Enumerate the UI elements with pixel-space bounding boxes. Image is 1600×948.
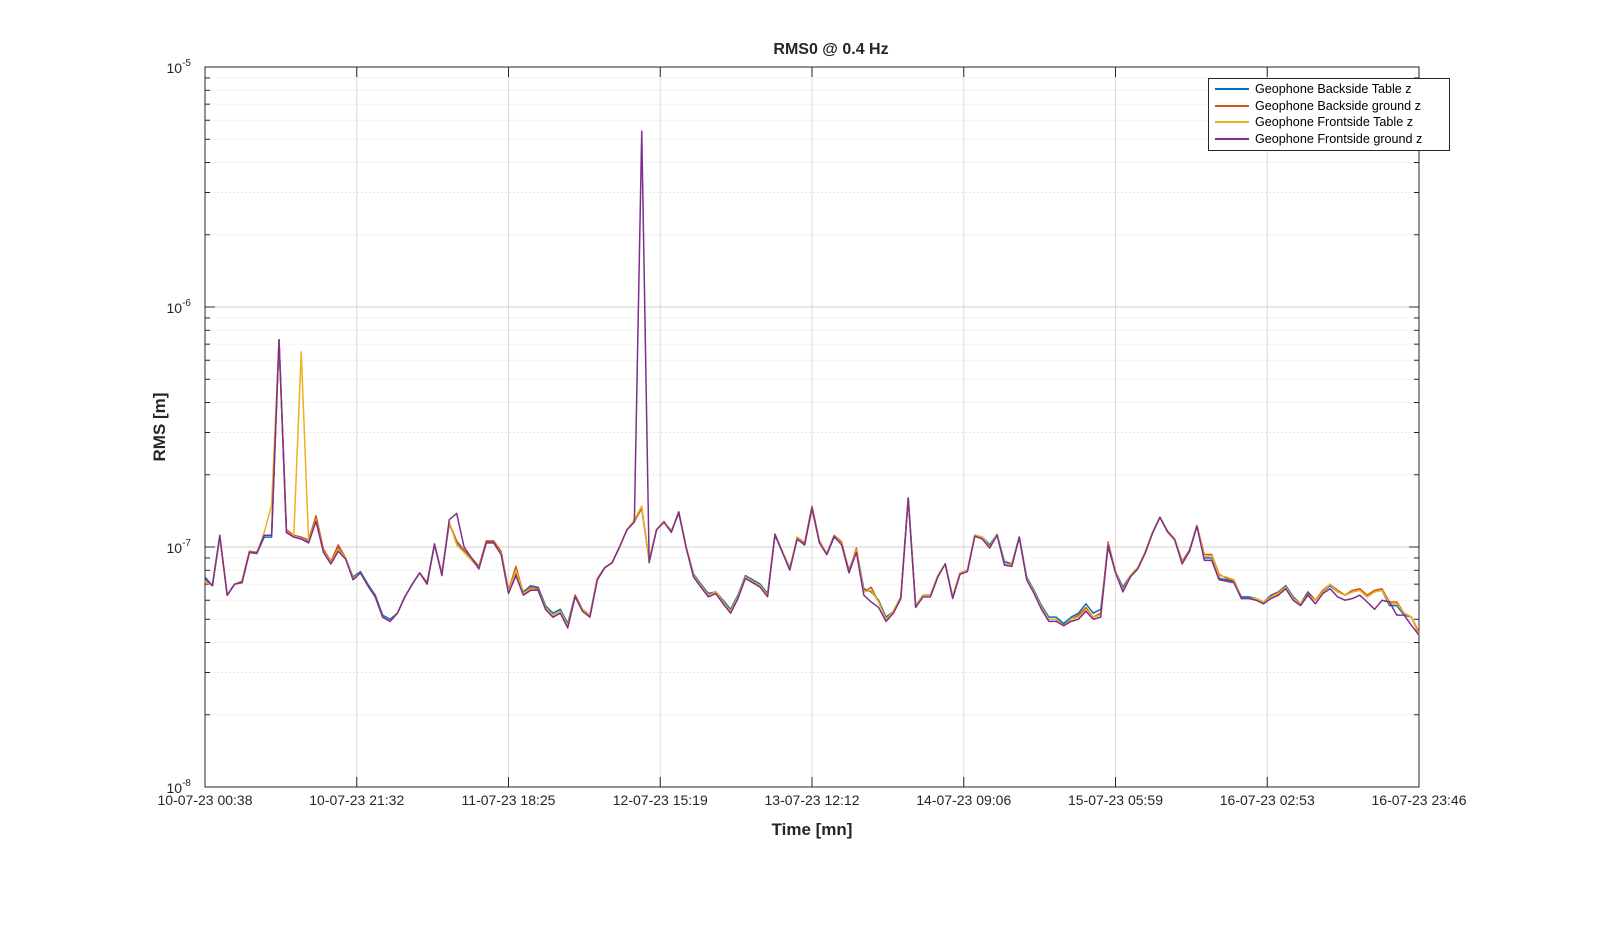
legend-item-backside-table: Geophone Backside Table z <box>1209 81 1449 98</box>
x-tick-label: 15-07-23 05:59 <box>1068 792 1163 808</box>
legend-item-frontside-ground: Geophone Frontside ground z <box>1209 131 1449 148</box>
y-tick-label: 10-7 <box>167 538 192 556</box>
y-tick-label: 10-5 <box>167 58 192 76</box>
x-tick-label: 14-07-23 09:06 <box>916 792 1011 808</box>
legend-swatch-backside-ground <box>1215 104 1249 107</box>
x-tick-label: 10-07-23 00:38 <box>158 792 253 808</box>
x-tick-label: 16-07-23 02:53 <box>1220 792 1315 808</box>
series-line-frontside-ground <box>204 130 1420 636</box>
legend-label-frontside-ground: Geophone Frontside ground z <box>1255 131 1423 146</box>
chart-legend: Geophone Backside Table z Geophone Backs… <box>1208 78 1450 151</box>
legend-swatch-frontside-ground <box>1215 137 1249 140</box>
x-axis-label: Time [mn] <box>771 820 853 839</box>
y-axis-label: RMS [m] <box>150 392 169 462</box>
legend-item-backside-ground: Geophone Backside ground z <box>1209 98 1449 115</box>
x-tick-label: 11-07-23 18:25 <box>462 792 556 808</box>
legend-swatch-frontside-table <box>1215 121 1249 124</box>
x-tick-label: 10-07-23 21:32 <box>309 792 404 808</box>
chart-title: RMS0 @ 0.4 Hz <box>773 41 889 58</box>
x-tick-label: 12-07-23 15:19 <box>613 792 708 808</box>
x-tick-label: 13-07-23 12:12 <box>765 792 860 808</box>
legend-label-backside-table: Geophone Backside Table z <box>1255 82 1412 97</box>
series-lines <box>204 130 1420 636</box>
legend-swatch-backside-table <box>1215 88 1249 91</box>
legend-item-frontside-table: Geophone Frontside Table z <box>1209 114 1449 131</box>
axis-tick-labels: 10-07-23 00:38 10-07-23 21:32 11-07-23 18:… <box>158 58 1467 808</box>
legend-label-backside-ground: Geophone Backside ground z <box>1255 98 1421 113</box>
legend-label-frontside-table: Geophone Frontside Table z <box>1255 115 1413 130</box>
y-tick-label: 10-8 <box>167 778 192 796</box>
y-tick-label: 10-6 <box>167 298 192 316</box>
x-tick-label: 16-07-23 23:46 <box>1372 792 1467 808</box>
